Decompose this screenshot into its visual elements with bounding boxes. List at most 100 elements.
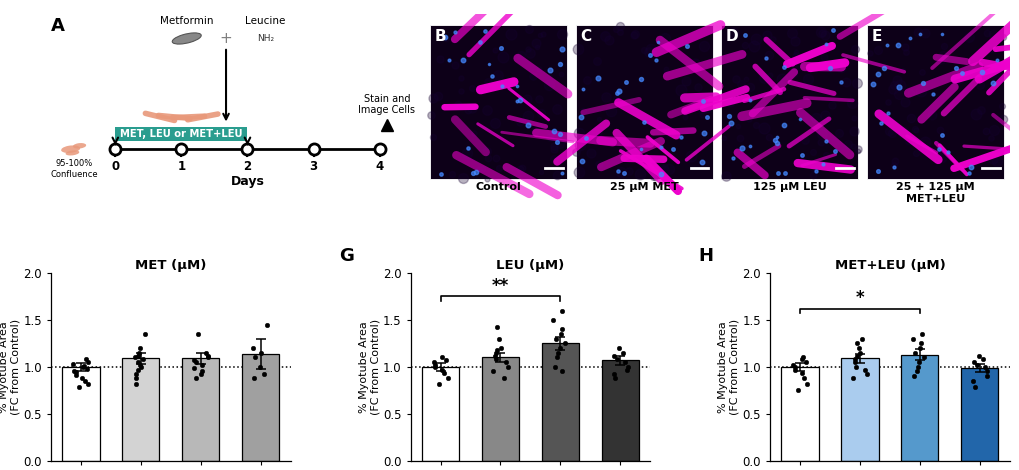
- Point: [912, 340, 928, 347]
- Text: 25 + 125 μM
MET+LEU: 25 + 125 μM MET+LEU: [896, 182, 974, 204]
- Point: [255, 370, 271, 378]
- Text: Stain and
Image Cells: Stain and Image Cells: [358, 94, 415, 116]
- Text: G: G: [338, 248, 354, 266]
- Point: [913, 330, 929, 338]
- Point: [200, 353, 216, 361]
- Point: [549, 349, 566, 356]
- Text: 3: 3: [309, 160, 317, 173]
- Point: [786, 363, 802, 370]
- Point: [135, 355, 151, 363]
- Point: [848, 352, 864, 359]
- Title: LEU (μM): LEU (μM): [496, 259, 564, 272]
- Text: H: H: [697, 248, 712, 266]
- Point: [909, 363, 925, 370]
- Text: Leucine: Leucine: [245, 16, 285, 26]
- Point: [614, 349, 631, 356]
- Point: [435, 369, 451, 377]
- Point: [66, 367, 83, 374]
- Bar: [422, 367, 459, 461]
- Point: [491, 335, 507, 343]
- Text: 4: 4: [375, 160, 383, 173]
- Point: [65, 360, 82, 368]
- Point: [187, 374, 204, 382]
- Point: [546, 363, 562, 370]
- Point: [605, 352, 622, 359]
- Text: E: E: [870, 29, 880, 44]
- Point: [185, 356, 202, 364]
- Ellipse shape: [65, 150, 79, 156]
- Point: [553, 307, 570, 314]
- Point: [499, 363, 516, 370]
- Point: [858, 370, 874, 378]
- Point: [492, 345, 508, 352]
- Point: [547, 335, 564, 343]
- Point: [551, 345, 568, 352]
- Text: 25 μM MET: 25 μM MET: [609, 182, 678, 192]
- Point: [78, 365, 95, 372]
- Bar: [429, 25, 567, 179]
- Bar: [866, 25, 1003, 179]
- Point: [67, 371, 84, 379]
- Point: [198, 349, 214, 356]
- Point: [185, 364, 202, 371]
- Point: [193, 370, 209, 378]
- Text: *: *: [855, 289, 863, 307]
- Point: [437, 356, 453, 364]
- Point: [848, 340, 864, 347]
- Point: [975, 363, 991, 370]
- Point: [194, 367, 210, 374]
- Point: [915, 353, 931, 361]
- Point: [556, 340, 573, 347]
- Point: [911, 345, 927, 352]
- Point: [844, 374, 860, 382]
- Ellipse shape: [61, 145, 81, 153]
- Point: [846, 358, 862, 366]
- Point: [195, 361, 211, 368]
- Text: +: +: [219, 31, 232, 46]
- Bar: [901, 354, 937, 461]
- Point: [619, 366, 635, 373]
- Point: [70, 384, 87, 391]
- Point: [67, 368, 84, 376]
- Point: [253, 349, 269, 356]
- Point: [964, 358, 980, 366]
- Point: [131, 361, 148, 368]
- Point: [487, 349, 503, 356]
- Point: [497, 358, 514, 366]
- Ellipse shape: [73, 143, 86, 149]
- Bar: [481, 357, 519, 461]
- Text: Days: Days: [230, 174, 264, 188]
- Point: [793, 369, 809, 377]
- Point: [910, 358, 926, 366]
- Point: [553, 326, 570, 333]
- Point: [74, 363, 91, 370]
- Bar: [841, 358, 877, 461]
- Point: [76, 377, 93, 384]
- Point: [259, 321, 275, 329]
- Point: [74, 374, 91, 382]
- Y-axis label: % Myotube Area
(FC from Control): % Myotube Area (FC from Control): [0, 319, 20, 415]
- Title: MET (μM): MET (μM): [136, 259, 206, 272]
- Point: [129, 352, 146, 359]
- Text: Metformin: Metformin: [160, 16, 213, 26]
- Point: [548, 353, 565, 361]
- Point: [853, 335, 869, 343]
- Point: [433, 353, 449, 361]
- Bar: [575, 25, 712, 179]
- Bar: [122, 358, 159, 461]
- Point: [610, 345, 627, 352]
- Point: [246, 345, 262, 352]
- Bar: [62, 367, 100, 461]
- Point: [487, 352, 503, 359]
- Point: [430, 380, 446, 387]
- Point: [129, 366, 146, 373]
- Point: [968, 361, 984, 368]
- Title: MET+LEU (μM): MET+LEU (μM): [834, 259, 945, 272]
- Point: [433, 366, 449, 373]
- Point: [973, 355, 989, 363]
- Point: [252, 363, 268, 370]
- Text: 1: 1: [177, 160, 185, 173]
- Bar: [601, 360, 638, 461]
- Point: [489, 346, 505, 353]
- Bar: [720, 25, 857, 179]
